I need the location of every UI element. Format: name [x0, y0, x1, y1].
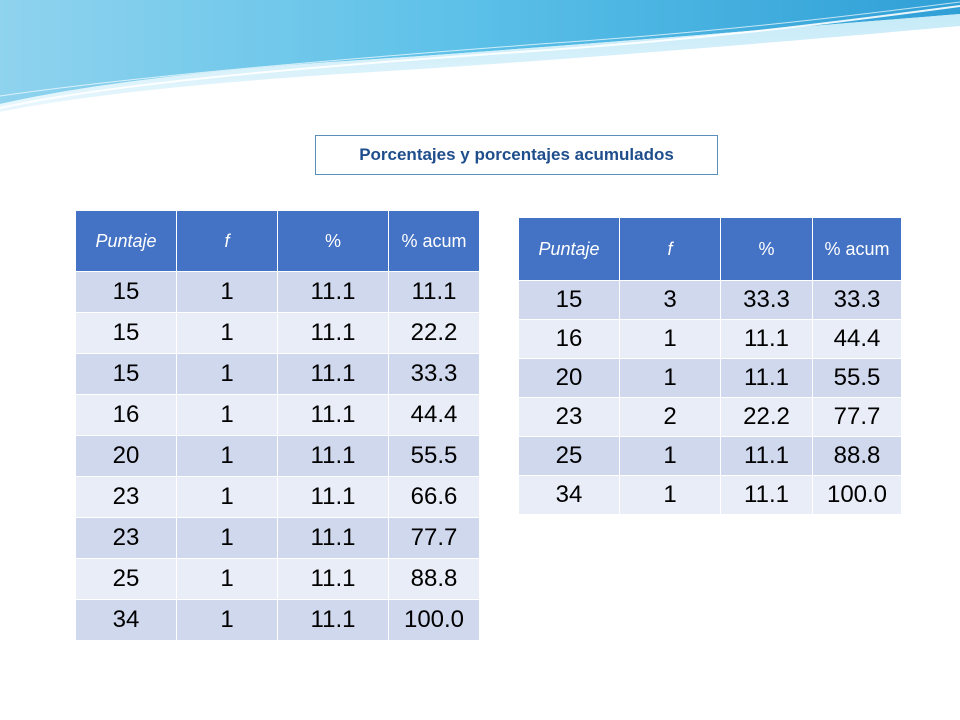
cell-f: 1 — [619, 436, 721, 476]
cell-puntaje: 23 — [75, 476, 177, 518]
cell-percent-acum: 88.8 — [812, 436, 902, 476]
header-percent: % — [277, 210, 389, 272]
cell-puntaje: 34 — [518, 475, 620, 515]
table-row: 16 1 11.1 44.4 — [518, 319, 902, 359]
title-box: Porcentajes y porcentajes acumulados — [315, 135, 718, 175]
cell-f: 1 — [176, 353, 278, 395]
table-row: 16 1 11.1 44.4 — [75, 394, 480, 436]
cell-puntaje: 16 — [518, 319, 620, 359]
header-percent-acum: % acum — [388, 210, 480, 272]
cell-percent: 11.1 — [720, 358, 813, 398]
header-puntaje: Puntaje — [518, 217, 620, 281]
cell-f: 1 — [619, 319, 721, 359]
cell-f: 1 — [176, 312, 278, 354]
cell-f: 2 — [619, 397, 721, 437]
cell-f: 1 — [176, 599, 278, 641]
cell-percent-acum: 88.8 — [388, 558, 480, 600]
cell-percent: 11.1 — [277, 517, 389, 559]
cell-percent-acum: 11.1 — [388, 271, 480, 313]
cell-percent: 11.1 — [277, 271, 389, 313]
cell-f: 1 — [176, 394, 278, 436]
cell-percent-acum: 33.3 — [812, 280, 902, 320]
table-row: 20 1 11.1 55.5 — [518, 358, 902, 398]
cell-percent: 11.1 — [277, 394, 389, 436]
cell-percent-acum: 33.3 — [388, 353, 480, 395]
cell-puntaje: 20 — [75, 435, 177, 477]
frequency-table-ungrouped: Puntaje f % % acum 15 1 11.1 11.1 15 1 11.1 22… — [75, 210, 480, 641]
cell-percent-acum: 44.4 — [812, 319, 902, 359]
cell-percent-acum: 44.4 — [388, 394, 480, 436]
cell-f: 1 — [619, 358, 721, 398]
cell-puntaje: 20 — [518, 358, 620, 398]
table-row: 15 1 11.1 22.2 — [75, 312, 480, 354]
cell-percent-acum: 55.5 — [388, 435, 480, 477]
header-wave-decoration — [0, 0, 960, 112]
cell-puntaje: 34 — [75, 599, 177, 641]
cell-percent-acum: 100.0 — [388, 599, 480, 641]
table-row: 25 1 11.1 88.8 — [518, 436, 902, 476]
cell-puntaje: 15 — [518, 280, 620, 320]
table-header-row: Puntaje f % % acum — [75, 210, 480, 272]
cell-percent: 11.1 — [720, 475, 813, 515]
table-row: 23 1 11.1 66.6 — [75, 476, 480, 518]
cell-puntaje: 15 — [75, 271, 177, 313]
table-row: 23 2 22.2 77.7 — [518, 397, 902, 437]
page-title: Porcentajes y porcentajes acumulados — [359, 145, 674, 164]
cell-percent: 11.1 — [277, 353, 389, 395]
cell-puntaje: 15 — [75, 353, 177, 395]
table-row: 15 1 11.1 11.1 — [75, 271, 480, 313]
cell-f: 1 — [176, 271, 278, 313]
header-puntaje: Puntaje — [75, 210, 177, 272]
cell-percent: 11.1 — [277, 599, 389, 641]
cell-puntaje: 16 — [75, 394, 177, 436]
table-row: 23 1 11.1 77.7 — [75, 517, 480, 559]
cell-percent-acum: 66.6 — [388, 476, 480, 518]
cell-percent: 11.1 — [720, 436, 813, 476]
cell-percent-acum: 22.2 — [388, 312, 480, 354]
table-row: 15 3 33.3 33.3 — [518, 280, 902, 320]
cell-percent: 11.1 — [277, 312, 389, 354]
cell-percent-acum: 77.7 — [812, 397, 902, 437]
cell-percent-acum: 100.0 — [812, 475, 902, 515]
table-row: 34 1 11.1 100.0 — [518, 475, 902, 515]
cell-percent: 11.1 — [277, 476, 389, 518]
cell-f: 3 — [619, 280, 721, 320]
cell-percent: 33.3 — [720, 280, 813, 320]
table-row: 15 1 11.1 33.3 — [75, 353, 480, 395]
cell-f: 1 — [176, 435, 278, 477]
cell-f: 1 — [619, 475, 721, 515]
cell-f: 1 — [176, 517, 278, 559]
table-row: 34 1 11.1 100.0 — [75, 599, 480, 641]
cell-puntaje: 23 — [518, 397, 620, 437]
cell-puntaje: 25 — [518, 436, 620, 476]
header-percent-acum: % acum — [812, 217, 902, 281]
table-row: 25 1 11.1 88.8 — [75, 558, 480, 600]
cell-percent-acum: 55.5 — [812, 358, 902, 398]
header-f: f — [619, 217, 721, 281]
cell-puntaje: 15 — [75, 312, 177, 354]
cell-puntaje: 25 — [75, 558, 177, 600]
cell-percent-acum: 77.7 — [388, 517, 480, 559]
frequency-table-grouped: Puntaje f % % acum 15 3 33.3 33.3 16 1 11.1 44… — [518, 217, 902, 515]
cell-percent: 11.1 — [277, 558, 389, 600]
table-header-row: Puntaje f % % acum — [518, 217, 902, 281]
cell-percent: 22.2 — [720, 397, 813, 437]
cell-f: 1 — [176, 558, 278, 600]
cell-puntaje: 23 — [75, 517, 177, 559]
cell-percent: 11.1 — [720, 319, 813, 359]
cell-percent: 11.1 — [277, 435, 389, 477]
cell-f: 1 — [176, 476, 278, 518]
header-percent: % — [720, 217, 813, 281]
table-row: 20 1 11.1 55.5 — [75, 435, 480, 477]
header-f: f — [176, 210, 278, 272]
